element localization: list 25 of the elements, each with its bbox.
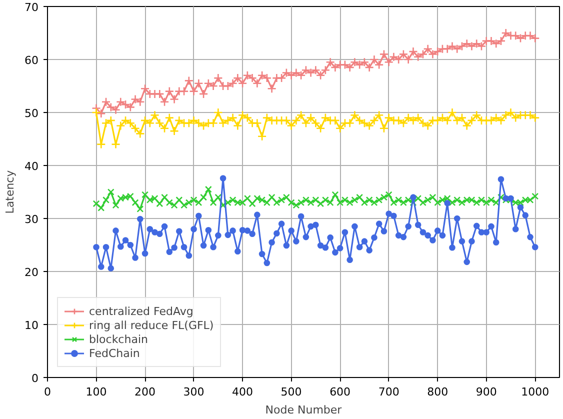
- x-axis-title: Node Number: [265, 404, 342, 416]
- x-tick-label: 300: [183, 386, 204, 398]
- y-axis-title: Latency: [4, 170, 17, 214]
- x-tick-label: 100: [86, 386, 107, 398]
- legend-label: FedChain: [89, 346, 140, 360]
- x-tick-label: 700: [378, 386, 400, 398]
- x-tick-label: 400: [232, 386, 254, 398]
- x-tick-label: 800: [427, 386, 448, 398]
- y-tick-label: 20: [24, 266, 39, 279]
- x-tick-label: 1000: [521, 386, 550, 398]
- y-tick-label: 70: [24, 1, 39, 14]
- x-tick-label: 500: [280, 386, 302, 398]
- x-tick-label: 900: [476, 386, 497, 398]
- y-tick-label: 60: [24, 54, 39, 67]
- x-tick-label: 200: [134, 386, 156, 398]
- x-tick-label: 600: [330, 386, 351, 398]
- y-tick-label: 10: [24, 319, 39, 332]
- legend-label: blockchain: [89, 332, 148, 346]
- y-tick-label: 0: [32, 372, 38, 385]
- y-tick-label: 40: [24, 160, 39, 173]
- legend-label: centralized FedAvg: [89, 304, 194, 318]
- legend-label: ring all reduce FL(GFL): [89, 318, 214, 332]
- y-tick-label: 50: [24, 107, 39, 120]
- x-tick-label: 0: [44, 386, 51, 398]
- y-tick-label: 30: [24, 213, 39, 226]
